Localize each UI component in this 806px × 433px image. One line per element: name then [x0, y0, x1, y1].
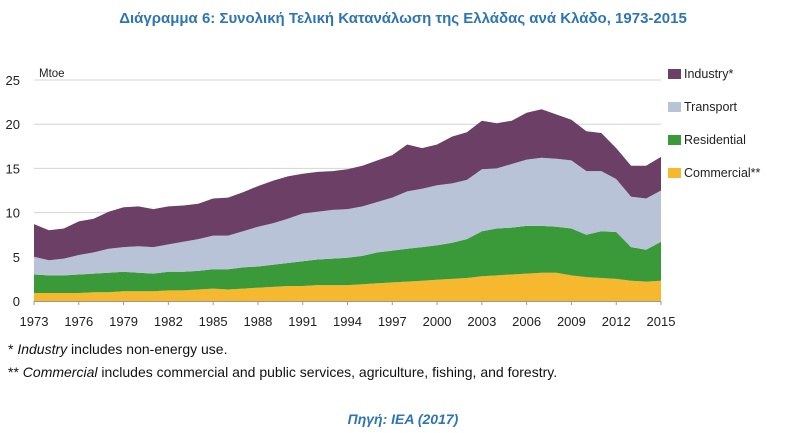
x-tick-label-2006: 2006: [512, 314, 541, 329]
legend-swatch-2: [668, 135, 681, 145]
axes: 0 5 10 15 20 25 1973 1976 1979 1982 1985 1988 1991 19…: [6, 68, 676, 329]
footnote-industry: * Industry includes non-energy use.: [8, 341, 227, 357]
x-tick-label-1997: 1997: [378, 314, 407, 329]
y-tick-label-25: 25: [6, 73, 20, 88]
x-tick-label-2015: 2015: [647, 314, 676, 329]
source-caption: Πηγή: IEA (2017): [347, 411, 459, 427]
note2-rest: includes commercial and public services,…: [97, 364, 558, 380]
x-tick-label-1976: 1976: [64, 314, 93, 329]
legend-label-1: Transport: [684, 100, 738, 114]
legend-swatch-3: [668, 168, 681, 178]
legend-label-2: Residential: [684, 133, 746, 147]
y-tick-label-0: 0: [13, 294, 20, 309]
x-tick-label-1994: 1994: [333, 314, 362, 329]
note1-prefix: *: [8, 341, 18, 357]
series-areas: [34, 109, 661, 301]
y-tick-label-5: 5: [13, 250, 20, 265]
area-series-1: [34, 225, 661, 293]
chart-title: Διάγραμμα 6: Συνολική Τελική Κατανάλωση …: [119, 10, 687, 27]
y-tick-label-10: 10: [6, 206, 20, 221]
x-tick-label-1982: 1982: [154, 314, 183, 329]
legend-label-0: Industry*: [684, 67, 733, 81]
y-tick-label-15: 15: [6, 161, 20, 176]
area-series-2: [34, 157, 661, 276]
y-axis-unit-label: Mtoe: [39, 68, 65, 80]
x-tick-label-1991: 1991: [288, 314, 317, 329]
legend: Industry* Transport Residential Commercial*…: [668, 67, 761, 180]
x-tick-label-1988: 1988: [243, 314, 272, 329]
x-tick-label-2000: 2000: [423, 314, 452, 329]
legend-swatch-1: [668, 102, 681, 112]
x-tick-label-2009: 2009: [557, 314, 586, 329]
x-tick-label-2012: 2012: [602, 314, 631, 329]
y-tick-label-20: 20: [6, 117, 20, 132]
x-tick-label-1973: 1973: [20, 314, 49, 329]
x-tick-label-1979: 1979: [109, 314, 138, 329]
area-series-0: [34, 272, 661, 301]
stacked-area-chart: 0 5 10 15 20 25 1973 1976 1979 1982 1985 1988 1991 19…: [6, 67, 761, 329]
note2-italic: Commercial: [22, 364, 98, 380]
footnote-commercial: ** Commercial includes commercial and pu…: [8, 364, 557, 380]
note1-italic: Industry: [17, 341, 68, 357]
x-tick-label-2003: 2003: [467, 314, 496, 329]
legend-swatch-0: [668, 69, 681, 79]
legend-label-3: Commercial**: [684, 166, 761, 180]
area-series-3: [34, 109, 661, 261]
note1-rest: includes non-energy use.: [67, 341, 228, 357]
note2-prefix: **: [8, 364, 23, 380]
x-tick-label-1985: 1985: [199, 314, 228, 329]
